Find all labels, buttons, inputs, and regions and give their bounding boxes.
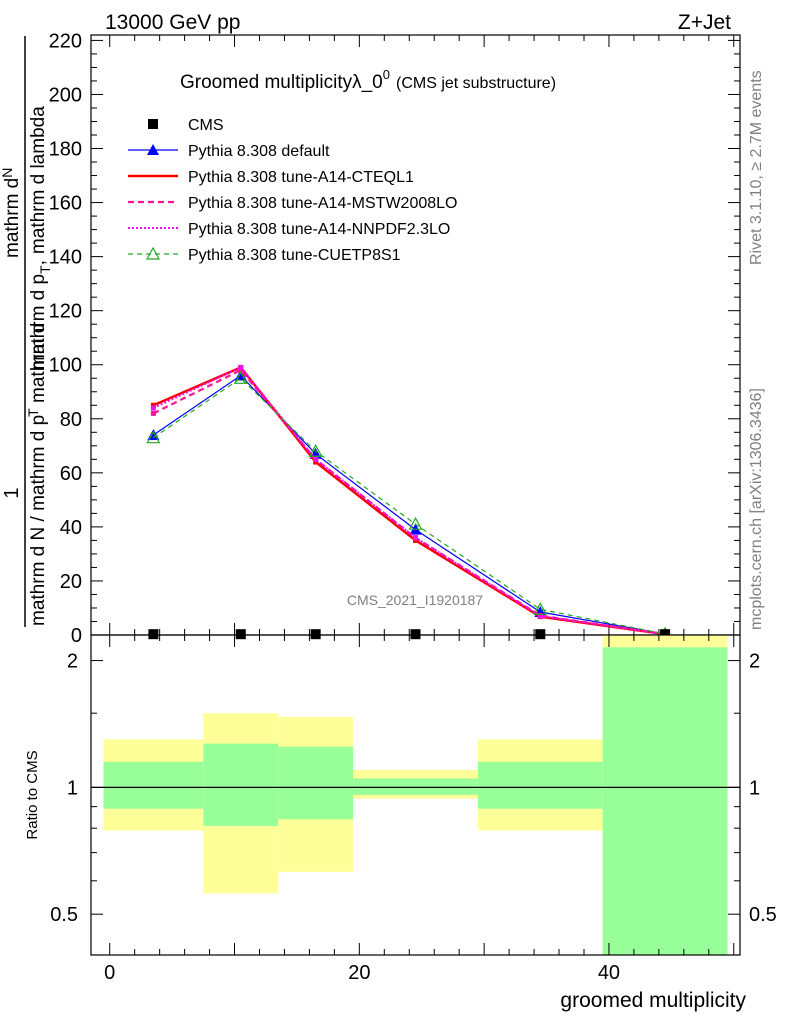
ratio-tick-label-right-2: 2 bbox=[749, 651, 760, 673]
series-line-nnpdf bbox=[152, 366, 666, 636]
series-line-cuetp bbox=[153, 377, 666, 635]
header-process: Z+Jet bbox=[678, 11, 731, 34]
ratio-band-inner-3 bbox=[353, 778, 478, 795]
data-point-cteql1-0 bbox=[150, 402, 156, 408]
data-point-nnpdf-2 bbox=[313, 456, 319, 462]
ratio-tick-label-left-0: 0.5 bbox=[50, 904, 78, 926]
ratio-band-inner-0 bbox=[103, 761, 204, 809]
main-y-tick-label-2: 40 bbox=[60, 517, 82, 539]
legend-marker-default bbox=[147, 144, 159, 155]
data-point-cteql1-3 bbox=[413, 537, 418, 543]
legend-label-mstw: Pythia 8.308 tune-A14-MSTW2008LO bbox=[188, 195, 457, 212]
x-tick-label-1: 20 bbox=[348, 962, 370, 984]
legend-marker-cms bbox=[148, 119, 158, 129]
data-point-cms-2 bbox=[310, 629, 321, 640]
ratio-band-inner-2 bbox=[278, 746, 354, 820]
ratio-plot: 0.5 0.51 12 20 20 40 bbox=[50, 634, 777, 984]
ratio-band-inner-1 bbox=[203, 743, 279, 826]
main-y-tick-label-10: 200 bbox=[49, 84, 82, 106]
data-point-cuetp-4 bbox=[533, 602, 548, 615]
data-point-cuetp-3 bbox=[408, 516, 423, 530]
chart-title: Groomed multiplicityλ_00(CMS jet substru… bbox=[180, 67, 556, 93]
legend-marker-cuetp bbox=[145, 246, 161, 260]
ratio-band-inner-5 bbox=[602, 647, 728, 955]
ratio-tick-label-left-1: 1 bbox=[67, 777, 78, 799]
header-energy: 13000 GeV pp bbox=[105, 11, 240, 34]
main-y-tick-label-9: 180 bbox=[49, 139, 82, 161]
series-line-mstw bbox=[152, 368, 666, 636]
ratio-tick-label-right-1: 1 bbox=[749, 777, 760, 799]
data-point-cuetp-0 bbox=[146, 430, 161, 444]
legend-label-default: Pythia 8.308 default bbox=[188, 143, 330, 160]
data-point-cms-1 bbox=[235, 629, 246, 640]
main-y-tick-label-4: 80 bbox=[60, 409, 82, 431]
data-point-nnpdf-1 bbox=[238, 364, 244, 370]
ratio-frame bbox=[90, 634, 741, 956]
x-tick-label-0: 0 bbox=[104, 962, 115, 984]
main-y-tick-label-11: 220 bbox=[49, 30, 82, 52]
data-point-cms-4 bbox=[535, 629, 546, 640]
legend-label-cteql1: Pythia 8.308 tune-A14-CTEQL1 bbox=[188, 169, 414, 186]
rivet-label: Rivet 3.1.10, ≥ 2.7M events bbox=[748, 70, 765, 265]
ylabel-mid: mathrm d pT,mathrm d lambda bbox=[28, 106, 53, 370]
main-y-tick-label-3: 60 bbox=[60, 463, 82, 485]
series-line-default bbox=[153, 374, 666, 635]
main-y-tick-label-7: 140 bbox=[49, 247, 82, 269]
main-y-tick-label-5: 100 bbox=[49, 355, 82, 377]
ratio-band-inner-4 bbox=[477, 761, 603, 809]
main-y-tick-label-0: 0 bbox=[71, 625, 82, 647]
ylabel-denominator: mathrm d N / mathrm d pT mathrm d bbox=[25, 323, 49, 626]
main-y-tick-label-8: 160 bbox=[49, 193, 82, 215]
legend-label-cms: CMS bbox=[188, 117, 224, 134]
data-point-nnpdf-4 bbox=[537, 613, 543, 619]
data-point-nnpdf-3 bbox=[413, 535, 418, 541]
ratio-ylabel: Ratio to CMS bbox=[24, 750, 41, 839]
analysis-watermark: CMS_2021_I1920187 bbox=[347, 592, 483, 608]
mcplots-label: mcplots.cern.ch [arXiv:1306.3436] bbox=[748, 388, 765, 630]
main-ylabel: 1 mathrm d N / mathrm d pT mathrm d math… bbox=[0, 36, 53, 627]
data-point-mstw-0 bbox=[150, 410, 156, 416]
ylabel-top: mathrm dN bbox=[0, 168, 23, 258]
ratio-tick-label-right-0: 0.5 bbox=[749, 904, 777, 926]
main-y-tick-label-1: 20 bbox=[60, 571, 82, 593]
ratio-tick-label-left-2: 2 bbox=[67, 651, 78, 673]
data-point-cms-3 bbox=[410, 629, 421, 640]
x-tick-label-2: 40 bbox=[598, 962, 620, 984]
legend-label-cuetp: Pythia 8.308 tune-CUETP8S1 bbox=[188, 247, 401, 264]
data-point-mstw-1 bbox=[238, 367, 244, 373]
data-point-cteql1-2 bbox=[313, 459, 319, 465]
legend: CMS Pythia 8.308 default Pythia 8.308 tune… bbox=[128, 117, 457, 264]
data-point-cms-0 bbox=[148, 629, 159, 640]
main-plot: 0 20 40 60 80 100 120 140 160 180 200 220 bbox=[49, 30, 741, 647]
legend-label-nnpdf: Pythia 8.308 tune-A14-NNPDF2.3LO bbox=[188, 221, 450, 238]
ylabel-numerator: 1 bbox=[1, 487, 23, 498]
main-y-tick-label-6: 120 bbox=[49, 301, 82, 323]
x-axis-label: groomed multiplicity bbox=[560, 989, 746, 1012]
data-point-nnpdf-0 bbox=[150, 405, 156, 411]
data-point-cuetp-2 bbox=[308, 443, 323, 457]
data-point-cms-5 bbox=[660, 629, 671, 640]
data-point-cuetp-1 bbox=[233, 370, 248, 384]
